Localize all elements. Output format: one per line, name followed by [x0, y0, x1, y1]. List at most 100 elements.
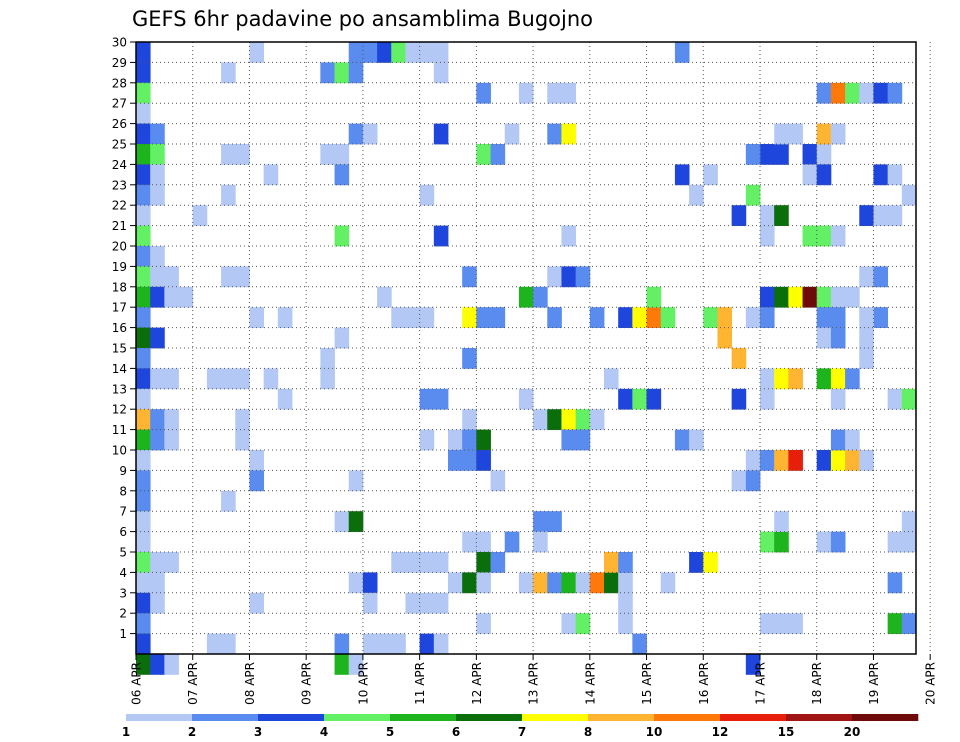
heatmap-cell — [887, 388, 903, 410]
heatmap-cell — [802, 225, 818, 247]
y-tick-label: 15 — [112, 342, 127, 356]
heatmap-cell — [533, 572, 548, 594]
heatmap-cell — [221, 62, 236, 84]
heatmap-cell — [816, 123, 832, 145]
heatmap-cell — [760, 205, 775, 226]
heatmap-cell — [419, 388, 435, 410]
heatmap-cell — [462, 450, 477, 471]
heatmap-cell — [476, 572, 491, 594]
heatmap-cell — [419, 307, 435, 328]
x-tick-label: 11 APR — [413, 662, 427, 705]
heatmap-cell — [760, 307, 775, 328]
heatmap-cell — [774, 144, 789, 165]
colorbar-segment — [654, 714, 721, 721]
heatmap-cell — [136, 307, 151, 328]
colorbar-segment — [456, 714, 523, 721]
heatmap-cell — [830, 450, 846, 471]
heatmap-cell — [887, 205, 903, 226]
heatmap-cell — [164, 368, 179, 390]
heatmap-cell — [788, 613, 803, 634]
heatmap-cell — [547, 123, 562, 145]
heatmap-cell — [348, 62, 364, 84]
axes: 1234567891011121314151617181920212223242… — [112, 36, 938, 705]
y-tick-label: 25 — [112, 138, 127, 152]
heatmap-cell — [745, 654, 761, 675]
heatmap-cell — [348, 123, 364, 145]
heatmap-cell — [632, 388, 647, 410]
heatmap-cell — [788, 123, 803, 145]
heatmap-cell — [618, 388, 633, 410]
heatmap-cell — [462, 307, 477, 328]
heatmap-cell — [263, 368, 279, 390]
heatmap-cell — [136, 552, 151, 573]
y-tick-label: 9 — [119, 464, 127, 478]
heatmap-cell — [221, 144, 236, 165]
heatmap-cell — [518, 572, 534, 594]
heatmap-cell — [859, 82, 874, 104]
heatmap-cell — [745, 307, 761, 328]
heatmap-cell — [575, 613, 591, 634]
heatmap-cell — [320, 144, 335, 165]
heatmap-cell — [433, 633, 449, 655]
heatmap-cell — [774, 123, 789, 145]
heatmap-cell — [547, 572, 562, 594]
heatmap-cell — [901, 511, 917, 532]
heatmap-cell — [391, 42, 406, 63]
x-tick-label: 06 APR — [130, 662, 144, 705]
y-tick-label: 23 — [112, 178, 127, 192]
heatmap-cell — [334, 633, 350, 655]
heatmap-cell — [433, 552, 449, 573]
heatmap-cell — [845, 286, 860, 308]
heatmap-cell — [150, 246, 165, 267]
heatmap-cell — [476, 450, 491, 471]
heatmap-cell — [561, 123, 577, 145]
heatmap-cell — [150, 429, 165, 451]
heatmap-cell — [547, 266, 562, 288]
heatmap-cell — [873, 307, 889, 328]
heatmap-cell — [362, 123, 378, 145]
heatmap-cell — [419, 184, 435, 206]
heatmap-cell — [433, 225, 449, 247]
heatmap-cell — [433, 42, 449, 63]
grid-lines — [136, 41, 931, 654]
heatmap-cell — [150, 654, 165, 675]
heatmap-cell — [136, 205, 151, 226]
heatmap-cell — [816, 327, 832, 349]
x-tick-label: 15 APR — [640, 662, 654, 705]
heatmap-cell — [136, 490, 151, 512]
y-tick-label: 19 — [112, 260, 127, 274]
heatmap-cell — [873, 266, 889, 288]
heatmap-cell — [136, 123, 151, 145]
colorbar-label: 6 — [452, 725, 460, 739]
x-tick-label: 07 APR — [186, 662, 200, 705]
y-tick-label: 7 — [119, 505, 127, 519]
heatmap-cell — [476, 144, 491, 165]
y-tick-label: 6 — [119, 525, 127, 539]
heatmap-cell — [873, 205, 889, 226]
heatmap-cell — [419, 633, 435, 655]
heatmap-cell — [731, 388, 747, 410]
y-tick-label: 26 — [112, 117, 127, 131]
heatmap-cell — [561, 429, 577, 451]
y-tick-label: 17 — [112, 301, 127, 315]
heatmap-cell — [136, 388, 151, 410]
heatmap-cell — [774, 531, 789, 553]
heatmap-cell — [873, 164, 889, 186]
colorbar: 1 2 3 4 5 6 7 8 10 12 15 20 — [122, 714, 919, 739]
heatmap-cell — [504, 531, 520, 553]
heatmap-cell — [235, 266, 250, 288]
y-tick-label: 10 — [112, 444, 127, 458]
x-tick-label: 10 APR — [356, 662, 370, 705]
heatmap-cell — [632, 307, 647, 328]
heatmap-cell — [490, 144, 506, 165]
heatmap-cell — [334, 225, 350, 247]
heatmap-cell — [561, 225, 577, 247]
heatmap-cell — [703, 552, 718, 573]
heatmap-cell — [136, 42, 151, 63]
heatmap-cell — [830, 123, 846, 145]
x-tick-label: 14 APR — [583, 662, 597, 705]
colorbar-segment — [852, 714, 919, 721]
heatmap-cell — [178, 286, 194, 308]
heatmap-cell — [703, 164, 718, 186]
